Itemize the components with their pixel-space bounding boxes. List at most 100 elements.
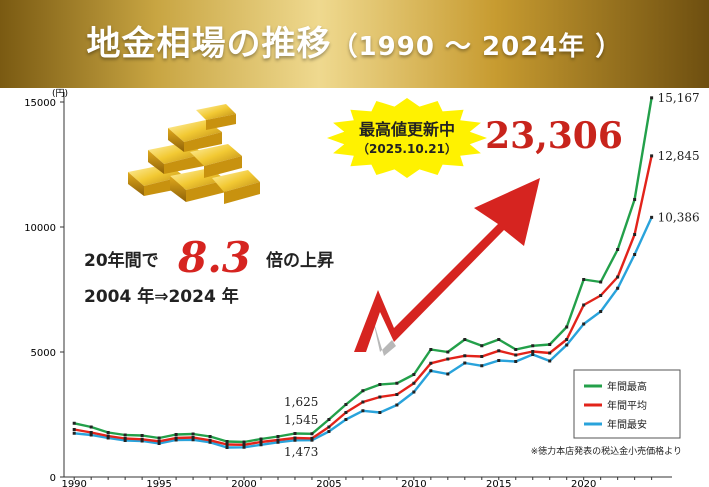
data-point-avg <box>582 303 586 307</box>
end-value-label: 12,845 <box>658 149 700 163</box>
data-point-high <box>259 437 263 441</box>
gold-bars-illustration <box>128 104 260 204</box>
data-point-avg <box>89 431 93 434</box>
data-point-avg <box>514 353 518 357</box>
legend-label-low: 年間最安 <box>607 418 647 431</box>
data-point-high <box>650 96 654 100</box>
data-point-high <box>599 280 603 284</box>
x-tick-label: 1990 <box>61 479 86 487</box>
data-point-high <box>293 432 297 435</box>
data-point-low <box>650 215 654 219</box>
data-point-low <box>361 409 365 413</box>
data-point-low <box>208 440 212 444</box>
data-point-low <box>548 359 552 363</box>
data-point-avg <box>378 395 382 399</box>
data-point-avg <box>497 349 501 353</box>
data-point-avg <box>361 400 365 404</box>
data-point-avg <box>429 361 433 365</box>
data-point-high <box>157 436 161 440</box>
data-point-avg <box>310 436 314 440</box>
record-burst <box>327 98 487 178</box>
data-point-avg <box>633 233 637 236</box>
end-value-label: 10,386 <box>658 210 700 224</box>
data-point-low <box>378 411 382 414</box>
data-point-high <box>548 343 552 346</box>
data-point-high <box>582 278 586 281</box>
data-point-high <box>89 425 93 429</box>
data-point-high <box>565 325 569 329</box>
data-point-low <box>582 322 586 326</box>
title-sub: （1990 ～ 2024年 ） <box>331 32 623 62</box>
data-point-avg <box>191 436 195 439</box>
data-point-avg <box>174 436 178 440</box>
data-point-high <box>191 432 195 436</box>
x-tick-label: 2020 <box>571 479 596 487</box>
data-point-avg <box>208 438 212 442</box>
y-tick-label: 10000 <box>24 223 56 234</box>
data-point-high <box>378 383 382 386</box>
data-point-avg <box>565 338 569 341</box>
data-point-avg <box>446 357 450 361</box>
data-point-high <box>208 435 212 438</box>
x-tick-label: 2010 <box>401 479 426 487</box>
end-value-label: 15,167 <box>658 91 700 105</box>
x-ticks: 1990 1995 2000 2005 2010 2015 2020 <box>61 477 653 487</box>
data-point-low <box>633 253 637 256</box>
data-point-low <box>599 310 603 313</box>
data-point-low <box>89 433 93 437</box>
data-point-low <box>446 372 450 376</box>
data-point-avg <box>616 275 620 279</box>
data-point-low <box>497 359 501 362</box>
data-point-avg <box>225 443 229 446</box>
data-point-low <box>123 439 127 442</box>
data-point-avg <box>463 354 467 358</box>
data-point-low <box>514 360 518 363</box>
y-tick-label: 0 <box>50 473 56 484</box>
y-tick-label: 15000 <box>24 98 56 109</box>
year-2004-label: 1,625 <box>284 395 318 409</box>
data-point-avg <box>548 351 552 355</box>
data-point-low <box>412 390 416 394</box>
data-point-avg <box>259 440 263 444</box>
data-point-high <box>446 350 450 354</box>
data-point-low <box>395 403 399 407</box>
data-point-high <box>106 431 110 434</box>
x-tick-label: 2000 <box>231 479 256 487</box>
data-point-high <box>429 348 433 351</box>
data-point-avg <box>412 381 416 385</box>
data-point-avg <box>276 438 280 442</box>
data-point-high <box>633 198 637 201</box>
data-point-high <box>276 435 280 438</box>
value-labels: 15,167 12,845 10,386 1,625 1,545 1,473 <box>284 91 700 459</box>
data-point-high <box>395 381 399 385</box>
data-point-high <box>174 433 178 436</box>
data-point-high <box>497 338 501 341</box>
gain-prefix: 20年間で <box>84 250 159 271</box>
data-point-low <box>310 438 314 442</box>
data-point-low <box>140 439 144 443</box>
data-point-high <box>344 403 348 406</box>
data-point-avg <box>293 436 297 440</box>
data-point-high <box>327 418 331 421</box>
gain-period: 2004 年⇒2024 年 <box>84 286 239 307</box>
data-point-low <box>344 418 348 421</box>
data-point-low <box>259 443 263 447</box>
data-point-low <box>276 440 280 444</box>
data-point-avg <box>480 355 484 358</box>
data-point-high <box>514 348 518 351</box>
data-point-avg <box>599 294 603 297</box>
data-point-avg <box>344 411 348 414</box>
year-2004-label: 1,473 <box>284 445 318 459</box>
data-point-high <box>361 389 365 393</box>
y-ticks: 0 5000 10000 15000 <box>24 98 64 484</box>
legend-label-high: 年間最高 <box>607 380 647 393</box>
record-value: 23,306 <box>485 115 623 157</box>
data-point-high <box>616 248 620 251</box>
data-point-low <box>106 436 110 440</box>
y-unit-label: (円) <box>52 88 68 99</box>
legend-label-avg: 年間平均 <box>607 399 647 412</box>
data-point-low <box>174 438 178 442</box>
data-point-high <box>412 373 416 376</box>
